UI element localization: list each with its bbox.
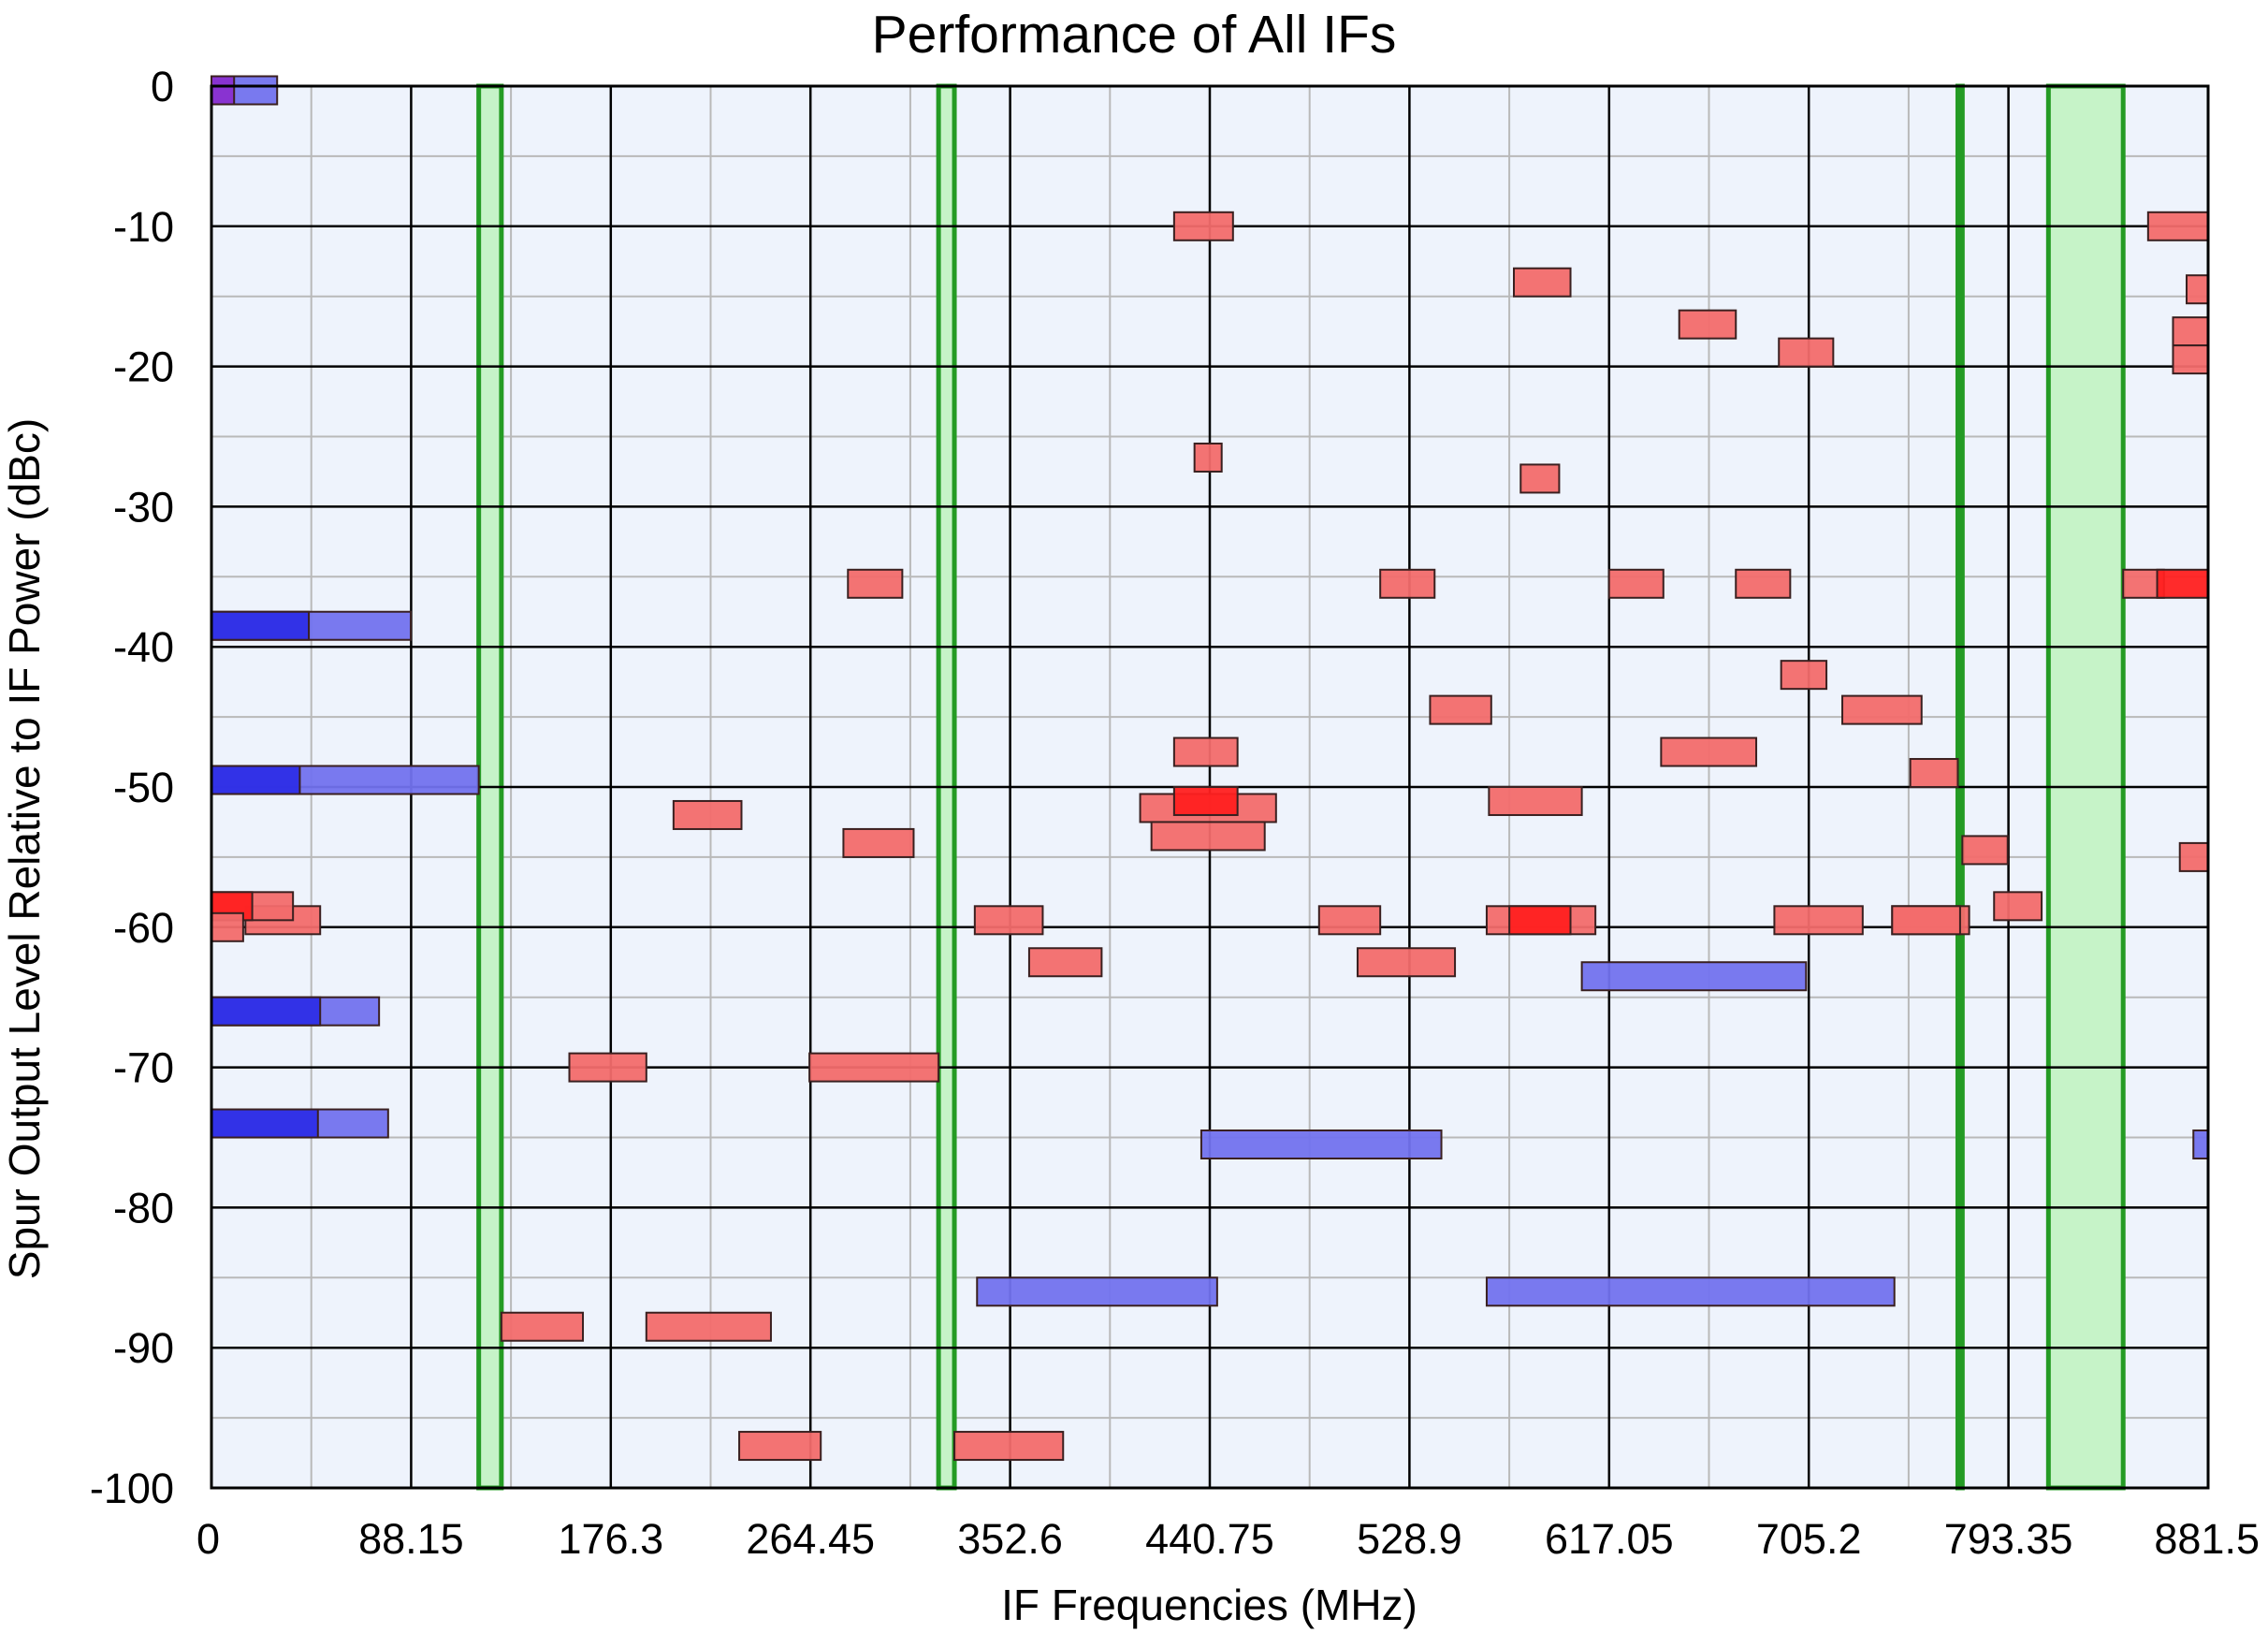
spur-bar: [953, 1431, 1065, 1462]
x-tick-labels: 0 88.15 176.3 264.45 352.6 440.75 528.9 617.05 7…: [196, 1515, 2260, 1563]
spur-bar: [1580, 961, 1808, 992]
spur-bar: [738, 1431, 822, 1462]
x-tick-label: 528.9: [1357, 1515, 1462, 1563]
spur-bar: [2172, 344, 2210, 375]
spur-bar: [1485, 1276, 1896, 1307]
x-tick-label: 793.35: [1944, 1515, 2073, 1563]
spur-bar: [1841, 694, 1923, 725]
spur-bar: [808, 1052, 940, 1083]
spur-bar: [2146, 211, 2210, 241]
x-tick-label: 176.3: [558, 1515, 663, 1563]
x-tick-label: 88.15: [358, 1515, 464, 1563]
spur-bar: [1909, 758, 1959, 789]
spur-bar: [1508, 905, 1572, 936]
y-tick-label: -50: [113, 764, 174, 811]
spur-bar: [1172, 785, 1239, 816]
spur-bar: [1429, 694, 1492, 725]
spur-bar: [672, 799, 743, 830]
y-tick-label: -20: [113, 343, 174, 391]
y-tick-label: -70: [113, 1044, 174, 1092]
spur-bar: [973, 905, 1044, 936]
spur-bar: [2192, 1129, 2210, 1159]
spur-bar: [1150, 821, 1266, 852]
spur-bar: [1519, 463, 1561, 494]
spur-bar: [2178, 841, 2209, 872]
spur-bar: [211, 996, 322, 1027]
spur-bar: [1356, 947, 1457, 978]
y-tick-label: -40: [113, 623, 174, 671]
spur-bar: [1488, 785, 1583, 816]
plot-border: [210, 84, 2210, 1490]
y-tick-label: -100: [90, 1465, 174, 1512]
y-tick-labels: 0 -10 -20 -30 -40 -50 -60 -70 -80 -90 -100: [90, 63, 174, 1512]
x-tick-label: 0: [196, 1515, 220, 1563]
spur-bar: [211, 610, 311, 641]
spur-bar: [842, 827, 915, 858]
spur-bar: [1780, 660, 1828, 691]
y-tick-label: 0: [151, 63, 174, 110]
y-tick-label: -60: [113, 904, 174, 952]
x-tick-label: 881.5: [2154, 1515, 2260, 1563]
spur-bar: [1193, 442, 1223, 473]
spur-bar: [976, 1276, 1218, 1307]
spur-bar: [211, 1108, 319, 1139]
spur-bar: [1199, 1129, 1443, 1159]
spur-bar: [1607, 568, 1665, 599]
plot-frame: [210, 84, 2210, 1490]
spur-bar: [211, 765, 301, 795]
spur-bar: [2186, 274, 2210, 305]
spur-bar: [1678, 309, 1737, 340]
x-tick-label: 617.05: [1545, 1515, 1674, 1563]
spur-bar: [1660, 736, 1758, 767]
x-tick-label: 440.75: [1145, 1515, 1274, 1563]
x-tick-label: 705.2: [1756, 1515, 1862, 1563]
spur-bar: [1993, 891, 2043, 922]
y-tick-label: -80: [113, 1184, 174, 1232]
spur-bar: [1172, 736, 1239, 767]
chart-title: Performance of All IFs: [871, 5, 1397, 65]
spur-bar: [1961, 835, 2009, 866]
spur-bar: [500, 1311, 585, 1342]
y-tick-label: -10: [113, 203, 174, 251]
spur-bar: [1379, 568, 1436, 599]
spur-bar: [568, 1052, 647, 1083]
spur-bar: [645, 1311, 772, 1342]
spur-bars: [211, 75, 2210, 1462]
x-tick-label: 264.45: [746, 1515, 875, 1563]
spur-bar: [1317, 905, 1382, 936]
spur-bar: [2156, 568, 2209, 599]
spur-bar: [847, 568, 904, 599]
spur-bar: [211, 75, 236, 106]
spur-bar: [1027, 947, 1103, 978]
spur-bar: [1735, 568, 1792, 599]
x-tick-label: 352.6: [957, 1515, 1063, 1563]
y-tick-label: -30: [113, 483, 174, 531]
y-tick-label: -90: [113, 1324, 174, 1372]
spur-bar: [1778, 337, 1835, 368]
spur-bar: [1513, 267, 1572, 298]
x-axis-label: IF Frequencies (MHz): [1001, 1581, 1418, 1629]
spur-bar: [1172, 211, 1234, 241]
spur-bar: [1773, 905, 1864, 936]
spur-bar: [211, 911, 244, 942]
spur-bar: [2172, 316, 2210, 347]
spur-bar: [1891, 905, 1961, 936]
